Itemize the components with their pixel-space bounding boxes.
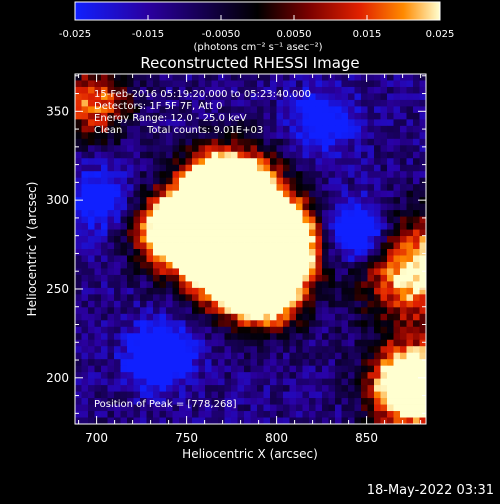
plot-frame — [74, 73, 427, 425]
annotation-total-counts: Total counts: 9.01E+03 — [146, 125, 263, 136]
x-tick-label: 850 — [355, 431, 378, 445]
x-axis-label: Heliocentric X (arcsec) — [182, 447, 318, 461]
y-tick-label: 200 — [46, 371, 69, 385]
chart-title: Reconstructed RHESSI Image — [140, 54, 359, 72]
colorbar-tick-label: -0.015 — [132, 29, 164, 40]
annotation-energy-range: Energy Range: 12.0 - 25.0 keV — [94, 113, 247, 124]
colorbar — [74, 1, 441, 21]
timestamp-footer: 18-May-2022 03:31 — [366, 483, 494, 498]
x-tick-label: 700 — [85, 431, 108, 445]
y-tick-label: 350 — [46, 104, 69, 118]
x-tick-label: 800 — [265, 431, 288, 445]
x-tick-label: 750 — [175, 431, 198, 445]
colorbar-tick-label: 0.0050 — [277, 29, 312, 40]
axis-ticks: 700 750 800 850 200 250 300 350 — [46, 74, 426, 445]
colorbar-tick-label: 0.015 — [353, 29, 382, 40]
colorbar-tick-label: -0.025 — [59, 29, 91, 40]
colorbar-tick-label: 0.025 — [426, 29, 455, 40]
annotation-detectors: Detectors: 1F 5F 7F, Att 0 — [94, 101, 222, 112]
y-tick-label: 250 — [46, 282, 69, 296]
colorbar-units: (photons cm⁻² s⁻¹ asec⁻²) — [193, 42, 322, 53]
y-tick-label: 300 — [46, 193, 69, 207]
colorbar-tick-label: -0.0050 — [202, 29, 241, 40]
peak-position-label: Position of Peak = [778,268] — [94, 399, 237, 410]
y-axis-label: Heliocentric Y (arcsec) — [25, 182, 39, 317]
annotation-clean: Clean — [94, 125, 122, 136]
heatmap — [75, 74, 427, 425]
colorbar-ticks: -0.025 -0.015 -0.0050 0.0050 0.015 0.025 — [59, 15, 454, 40]
annotation-time-range: 15-Feb-2016 05:19:20.000 to 05:23:40.000 — [94, 89, 311, 100]
